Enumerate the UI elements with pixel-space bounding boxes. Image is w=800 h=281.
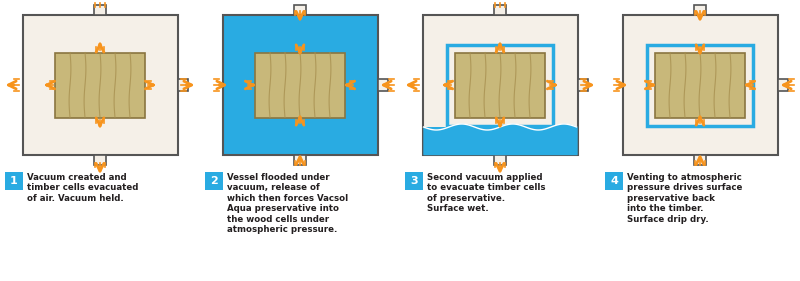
Bar [422,15,578,155]
Bar [605,172,623,190]
Text: 2: 2 [210,176,218,186]
Bar [455,53,545,117]
Bar [94,155,106,165]
Bar [694,155,706,165]
Bar [178,79,187,91]
Bar [655,53,745,117]
Text: Vacuum created and
timber cells evacuated
of air. Vacuum held.: Vacuum created and timber cells evacuate… [27,173,138,203]
Bar [494,155,506,165]
Text: 1: 1 [10,176,18,186]
Bar [294,5,306,15]
Bar [647,44,753,126]
Text: 4: 4 [610,176,618,186]
Bar [778,79,787,91]
Bar [222,15,378,155]
Bar [423,127,577,154]
Bar [405,172,423,190]
Bar [578,79,587,91]
Bar [447,44,553,126]
Bar [205,172,223,190]
Bar [55,53,145,117]
Bar [622,15,778,155]
Bar [247,44,353,126]
Text: Venting to atmospheric
pressure drives surface
preservative back
into the timber: Venting to atmospheric pressure drives s… [627,173,742,224]
Bar [378,79,387,91]
Text: Vessel flooded under
vacuum, release of
which then forces Vacsol
Aqua preservati: Vessel flooded under vacuum, release of … [227,173,348,234]
Bar [5,172,23,190]
Text: 3: 3 [410,176,418,186]
Bar [255,53,345,117]
Text: Second vacuum applied
to evacuate timber cells
of preservative.
Surface wet.: Second vacuum applied to evacuate timber… [427,173,546,213]
Bar [294,155,306,165]
Bar [22,15,178,155]
Bar [494,5,506,15]
Bar [94,5,106,15]
Bar [694,5,706,15]
